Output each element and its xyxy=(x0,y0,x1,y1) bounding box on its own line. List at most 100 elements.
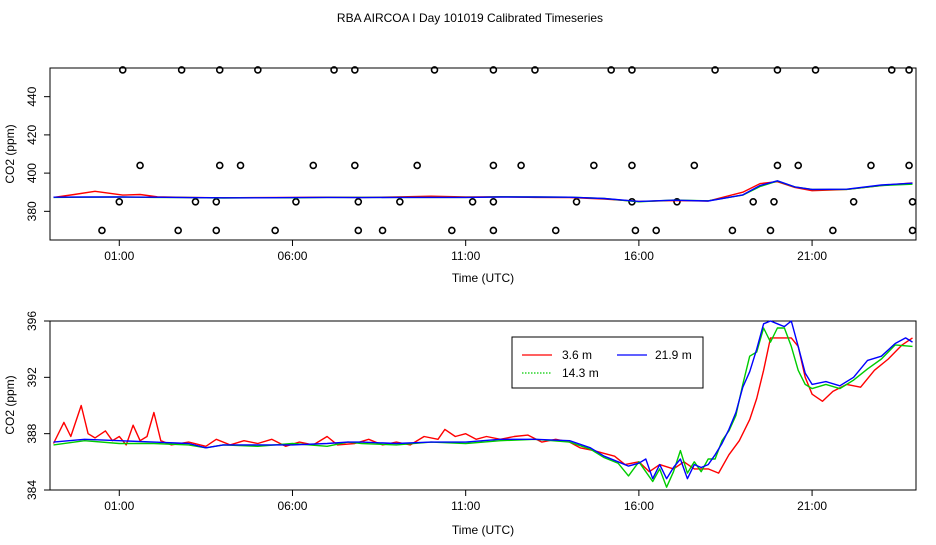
x-tick-label: 06:00 xyxy=(277,249,307,263)
data-marker xyxy=(354,197,363,206)
y-axis-label: CO2 (ppm) xyxy=(3,124,17,183)
x-tick-label: 21:00 xyxy=(797,499,827,513)
y-tick-label: 388 xyxy=(25,423,39,443)
series-line-14-3-m xyxy=(53,327,913,488)
data-marker xyxy=(489,197,498,206)
data-marker xyxy=(354,226,363,235)
data-marker xyxy=(673,197,681,206)
data-marker xyxy=(908,197,917,206)
data-marker xyxy=(551,226,560,235)
data-marker xyxy=(572,197,581,206)
data-marker xyxy=(489,226,498,235)
data-marker xyxy=(773,66,782,74)
data-marker xyxy=(905,161,913,170)
data-marker xyxy=(98,226,106,235)
data-marker xyxy=(849,197,858,206)
data-marker xyxy=(607,66,615,74)
axis-ticks: 01:00 06:00 11:00 16:00 21:00 384 388 392 396 xyxy=(25,311,827,513)
data-marker xyxy=(728,226,737,235)
marker-group xyxy=(98,66,917,235)
x-tick-label: 11:00 xyxy=(451,499,480,513)
data-marker xyxy=(628,161,636,170)
data-marker xyxy=(254,66,262,74)
y-axis-label: CO2 (ppm) xyxy=(3,375,17,434)
data-marker xyxy=(766,226,775,235)
x-axis-label: Time (UTC) xyxy=(452,271,514,285)
data-marker xyxy=(867,161,875,170)
data-marker xyxy=(749,197,757,206)
data-marker xyxy=(396,197,404,206)
x-tick-label: 21:00 xyxy=(797,249,827,263)
data-marker xyxy=(215,66,224,74)
data-marker xyxy=(413,161,421,170)
series-lines xyxy=(53,180,913,203)
data-marker xyxy=(330,66,338,74)
data-marker xyxy=(489,161,498,170)
y-tick-label: 400 xyxy=(25,163,39,183)
y-tick-label: 392 xyxy=(25,367,39,387)
x-tick-label: 01:00 xyxy=(104,249,134,263)
plot-area-frame xyxy=(49,320,917,491)
series-line xyxy=(53,181,913,203)
plot-area-frame xyxy=(49,67,917,241)
data-marker xyxy=(118,66,127,74)
legend-label-21-9m: 21.9 m xyxy=(655,348,692,362)
x-tick-label: 11:00 xyxy=(451,249,480,263)
data-marker xyxy=(309,161,318,170)
data-marker xyxy=(351,161,359,170)
legend-label-14-3m: 14.3 m xyxy=(562,366,599,380)
data-marker xyxy=(212,226,221,235)
data-marker xyxy=(430,66,439,74)
x-tick-label: 16:00 xyxy=(624,499,654,513)
data-marker xyxy=(711,66,719,74)
x-tick-label: 06:00 xyxy=(277,499,307,513)
x-tick-label: 01:00 xyxy=(104,499,134,513)
data-marker xyxy=(136,161,144,170)
data-marker xyxy=(628,66,636,74)
data-marker xyxy=(448,226,456,235)
data-marker xyxy=(468,197,477,206)
series-lines xyxy=(52,320,913,488)
axis-ticks: 01:00 06:00 11:00 16:00 21:00 380 400 420 440 xyxy=(25,86,827,263)
y-tick-label: 380 xyxy=(25,201,39,221)
data-marker xyxy=(773,161,782,170)
series-line xyxy=(53,180,913,203)
data-marker xyxy=(236,161,245,170)
data-marker xyxy=(378,226,387,235)
legend: 3.6 m 21.9 m 14.3 m xyxy=(511,336,704,389)
data-marker xyxy=(531,66,539,74)
data-marker xyxy=(271,226,279,235)
data-marker xyxy=(908,226,917,235)
data-marker xyxy=(191,197,200,206)
bottom-panel: Time (UTC) CO2 (ppm) 01:00 06:00 11:00 16:0… xyxy=(3,311,917,537)
x-axis-label: Time (UTC) xyxy=(452,523,514,537)
top-panel: Time (UTC) CO2 (ppm) 01:00 06:00 11:00 16:0… xyxy=(3,66,917,285)
data-marker xyxy=(115,197,124,206)
data-marker xyxy=(174,226,182,235)
x-tick-label: 16:00 xyxy=(624,249,654,263)
data-marker xyxy=(690,161,699,170)
data-marker xyxy=(351,66,359,74)
y-tick-label: 420 xyxy=(25,125,39,145)
data-marker xyxy=(905,66,913,74)
data-marker xyxy=(770,197,778,206)
data-marker xyxy=(517,161,525,170)
data-marker xyxy=(829,226,837,235)
data-marker xyxy=(794,161,803,170)
data-marker xyxy=(177,66,186,74)
y-tick-label: 384 xyxy=(25,480,39,500)
series-line-3-6-m xyxy=(52,337,913,474)
y-tick-label: 396 xyxy=(25,311,39,331)
data-marker xyxy=(652,226,661,235)
legend-box xyxy=(511,336,704,389)
data-marker xyxy=(590,161,598,170)
legend-label-3-6m: 3.6 m xyxy=(562,348,592,362)
chart-title: RBA AIRCOA I Day 101019 Calibrated Times… xyxy=(337,11,603,25)
data-marker xyxy=(489,66,498,74)
data-marker xyxy=(631,226,640,235)
data-marker xyxy=(215,161,224,170)
data-marker xyxy=(292,197,300,206)
data-marker xyxy=(212,197,221,206)
